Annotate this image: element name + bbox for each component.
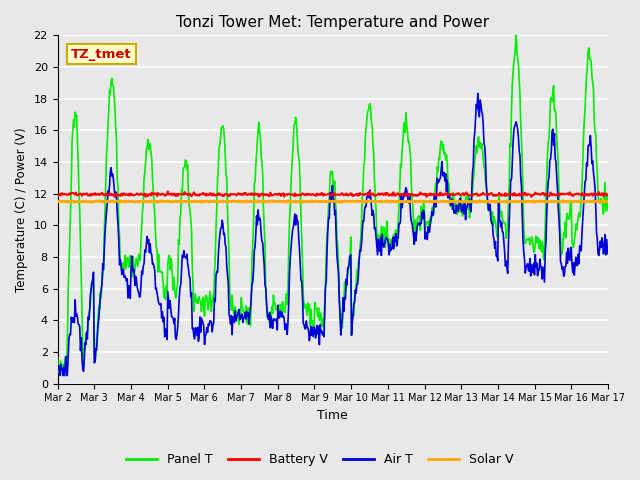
- Solar V: [445, 200, 452, 205]
- Line: Air T: Air T: [58, 94, 608, 376]
- Panel T: [401, 120, 408, 126]
- Text: TZ_tmet: TZ_tmet: [71, 48, 132, 60]
- Solar V: [205, 199, 213, 205]
- Legend: Panel T, Battery V, Air T, Solar V: Panel T, Battery V, Air T, Solar V: [121, 448, 519, 471]
- Line: Battery V: Battery V: [58, 192, 608, 197]
- Battery V: [120, 191, 128, 196]
- Solar V: [63, 199, 71, 205]
- Air T: [54, 367, 61, 373]
- Air T: [604, 251, 612, 256]
- Battery V: [164, 189, 172, 194]
- Air T: [417, 220, 424, 226]
- Battery V: [206, 190, 214, 196]
- Solar V: [400, 199, 408, 204]
- Air T: [206, 318, 214, 324]
- Panel T: [54, 354, 61, 360]
- Battery V: [54, 193, 61, 199]
- Solar V: [604, 199, 612, 204]
- Line: Solar V: Solar V: [58, 201, 608, 203]
- Panel T: [177, 210, 184, 216]
- Solar V: [176, 199, 184, 204]
- Panel T: [65, 286, 72, 291]
- Air T: [474, 91, 482, 96]
- Title: Tonzi Tower Met: Temperature and Power: Tonzi Tower Met: Temperature and Power: [176, 15, 490, 30]
- Solar V: [416, 198, 424, 204]
- Line: Panel T: Panel T: [58, 31, 608, 372]
- Air T: [401, 194, 408, 200]
- Battery V: [417, 190, 424, 195]
- Battery V: [177, 191, 184, 197]
- Air T: [177, 282, 184, 288]
- Battery V: [527, 194, 535, 200]
- X-axis label: Time: Time: [317, 409, 348, 422]
- Air T: [121, 273, 129, 279]
- Panel T: [206, 288, 214, 294]
- Air T: [56, 373, 63, 379]
- Solar V: [476, 198, 483, 204]
- Y-axis label: Temperature (C) / Power (V): Temperature (C) / Power (V): [15, 127, 28, 292]
- Battery V: [63, 192, 71, 198]
- Panel T: [55, 370, 63, 375]
- Air T: [65, 351, 72, 357]
- Panel T: [121, 252, 129, 258]
- Panel T: [512, 28, 520, 34]
- Battery V: [604, 192, 612, 198]
- Solar V: [54, 198, 61, 204]
- Panel T: [417, 228, 424, 233]
- Solar V: [120, 199, 128, 204]
- Battery V: [401, 192, 408, 198]
- Panel T: [604, 207, 612, 213]
